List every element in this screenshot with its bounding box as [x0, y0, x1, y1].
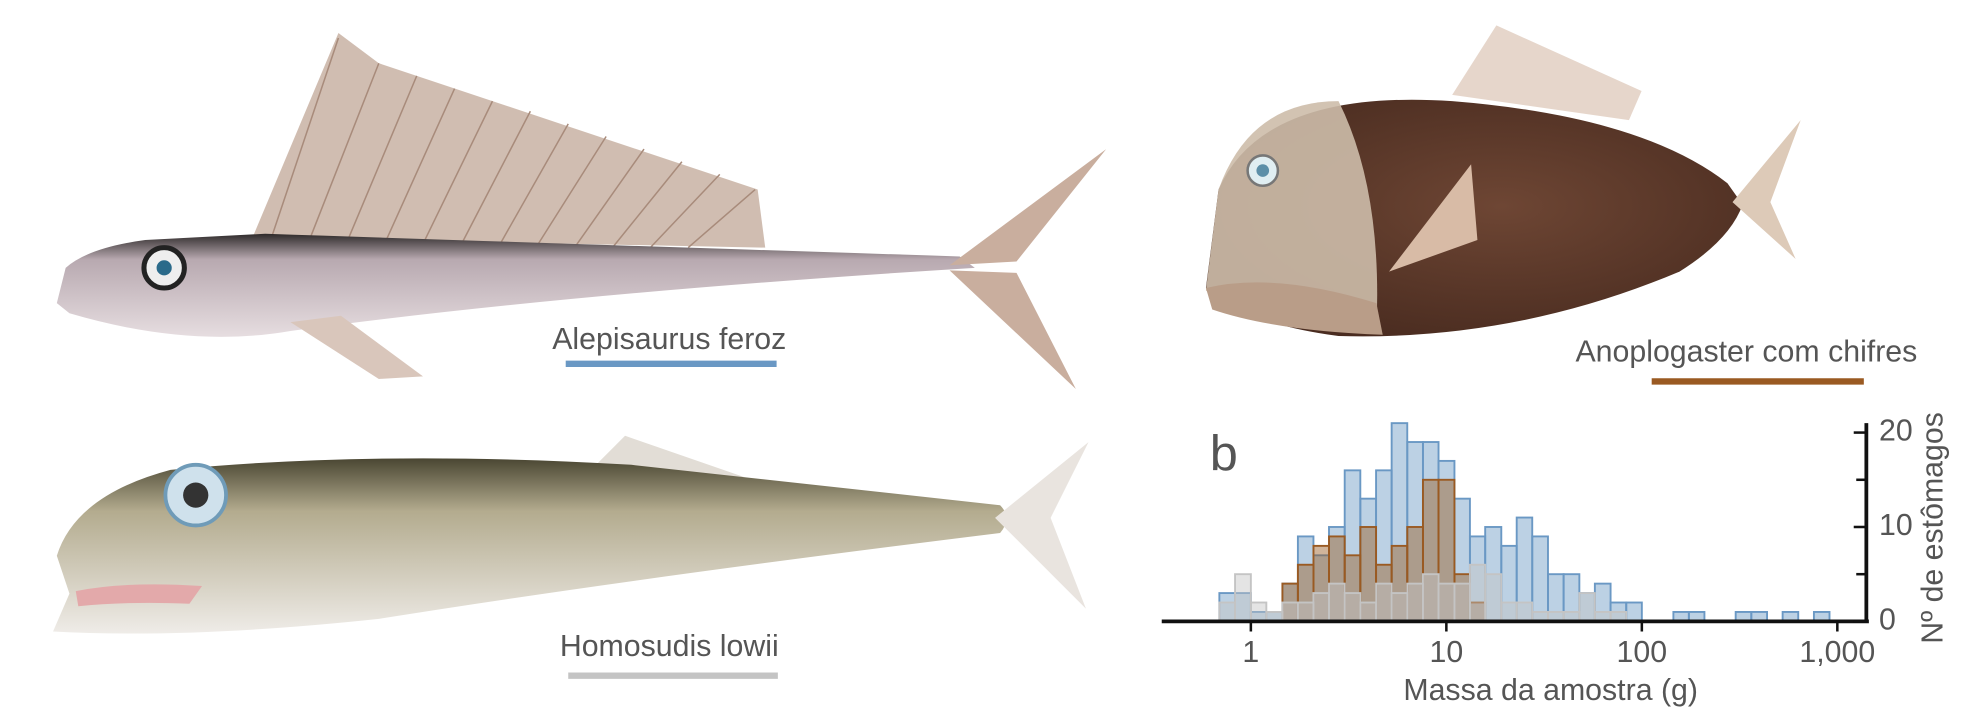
- x-tick-label: 100: [1617, 636, 1668, 669]
- bar: [1453, 582, 1471, 623]
- legend-label: Anoplogaster com chifres: [1575, 336, 1917, 369]
- bar: [1281, 601, 1299, 623]
- bar: [1249, 601, 1268, 623]
- panel-label: b: [1210, 425, 1238, 482]
- bar: [1296, 601, 1315, 623]
- bar: [1406, 582, 1424, 623]
- bar: [1343, 592, 1362, 623]
- fish-illustration: [1205, 25, 1801, 337]
- fish-illustration: [56, 32, 1107, 390]
- y-tick-label: 10: [1879, 509, 1913, 542]
- x-tick-label: 1: [1242, 636, 1259, 669]
- x-axis-label: Massa da amostra (g): [1403, 674, 1698, 707]
- legend-label: Homosudis lowii: [560, 630, 779, 663]
- bar: [1375, 582, 1393, 623]
- bar: [1468, 563, 1487, 623]
- bar: [1531, 535, 1549, 623]
- bar: [1328, 582, 1346, 623]
- y-tick-label: 20: [1879, 415, 1913, 448]
- bar: [1312, 592, 1330, 623]
- bar: [1234, 573, 1252, 623]
- x-tick-label: 1,000: [1799, 636, 1875, 669]
- bar: [1515, 601, 1534, 623]
- bar: [1437, 582, 1456, 623]
- fish-illustration: [53, 435, 1089, 634]
- x-tick-label: 10: [1430, 636, 1464, 669]
- bar: [1359, 601, 1378, 623]
- bar: [1390, 592, 1409, 623]
- bar: [1500, 601, 1518, 623]
- y-tick-label: 0: [1879, 603, 1896, 636]
- bar: [1421, 573, 1440, 623]
- bar: [1218, 601, 1236, 623]
- legend-label: Alepisaurus feroz: [552, 323, 786, 356]
- bar: [1484, 573, 1503, 623]
- bar: [1578, 592, 1596, 623]
- bar: [1625, 601, 1643, 623]
- y-axis-label: Nº de estômagos: [1917, 412, 1950, 644]
